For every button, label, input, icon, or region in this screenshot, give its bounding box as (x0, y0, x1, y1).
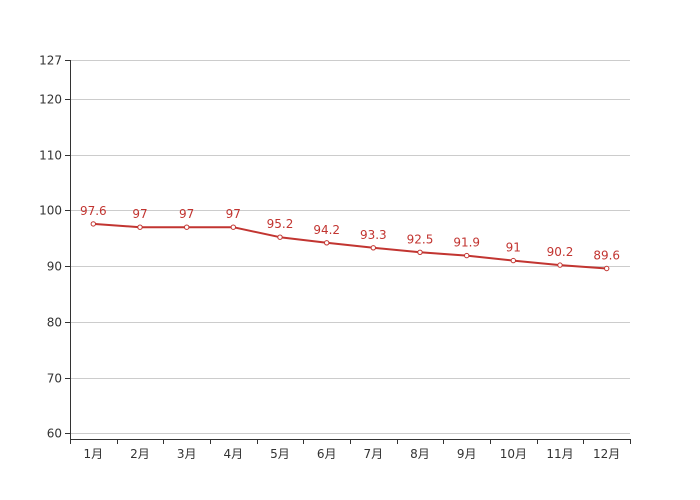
x-tick-label: 9月 (457, 447, 477, 461)
x-tick-labels: 1月 2月 3月 4月 5月 6月 7月 8月 9月 10月 11月 12月 (84, 447, 621, 461)
data-point (464, 252, 470, 259)
data-point (137, 224, 143, 230)
x-tick-label: 7月 (364, 447, 384, 461)
y-tick-label: 70 (47, 372, 62, 386)
data-label: 97 (179, 207, 194, 221)
series-layer (90, 221, 610, 272)
data-point (90, 221, 97, 227)
data-label: 89.6 (593, 249, 620, 263)
data-point (417, 249, 423, 256)
x-tick-label: 5月 (270, 447, 290, 461)
x-tick-label: 4月 (224, 447, 244, 461)
data-label: 91 (506, 241, 521, 255)
data-label: 97 (226, 207, 241, 221)
axis-layer (65, 60, 631, 444)
data-label: 94.2 (313, 223, 340, 237)
x-tick-label: 2月 (130, 447, 150, 461)
y-tick-label: 90 (47, 260, 62, 274)
data-point (277, 234, 283, 240)
data-label: 97 (132, 207, 147, 221)
series-line (93, 222, 607, 270)
data-label: 97.6 (80, 204, 107, 218)
x-tick-label: 11月 (546, 447, 573, 461)
data-label: 90.2 (547, 245, 574, 259)
grid-layer (70, 60, 630, 434)
x-tick-label: 6月 (317, 447, 337, 461)
x-tick-label: 12月 (593, 447, 620, 461)
data-label: 95.2 (267, 217, 294, 231)
y-tick-label: 100 (39, 204, 62, 218)
data-point (604, 265, 610, 272)
x-tick-label: 1月 (84, 447, 104, 461)
data-label: 91.9 (453, 236, 480, 250)
y-tick-label: 120 (39, 93, 62, 107)
data-point (184, 224, 190, 230)
y-tick-label: 127 (39, 54, 62, 68)
data-label: 93.3 (360, 228, 387, 242)
x-tick-label: 3月 (177, 447, 197, 461)
data-labels: 97.6 97 97 97 95.2 94.2 93.3 92.5 91.9 91 90.2 89.6 (80, 204, 620, 263)
data-label: 92.5 (407, 232, 434, 246)
data-point (230, 224, 237, 230)
data-point (557, 262, 563, 268)
y-tick-label: 110 (39, 149, 62, 163)
y-tick-labels: 60 70 80 90 100 110 120 127 (39, 54, 62, 441)
data-point (510, 257, 516, 264)
data-point (324, 240, 330, 246)
x-tick-label: 10月 (500, 447, 527, 461)
data-point (370, 245, 376, 251)
y-tick-label: 60 (47, 427, 62, 441)
x-tick-label: 8月 (410, 447, 430, 461)
y-tick-label: 80 (47, 316, 62, 330)
